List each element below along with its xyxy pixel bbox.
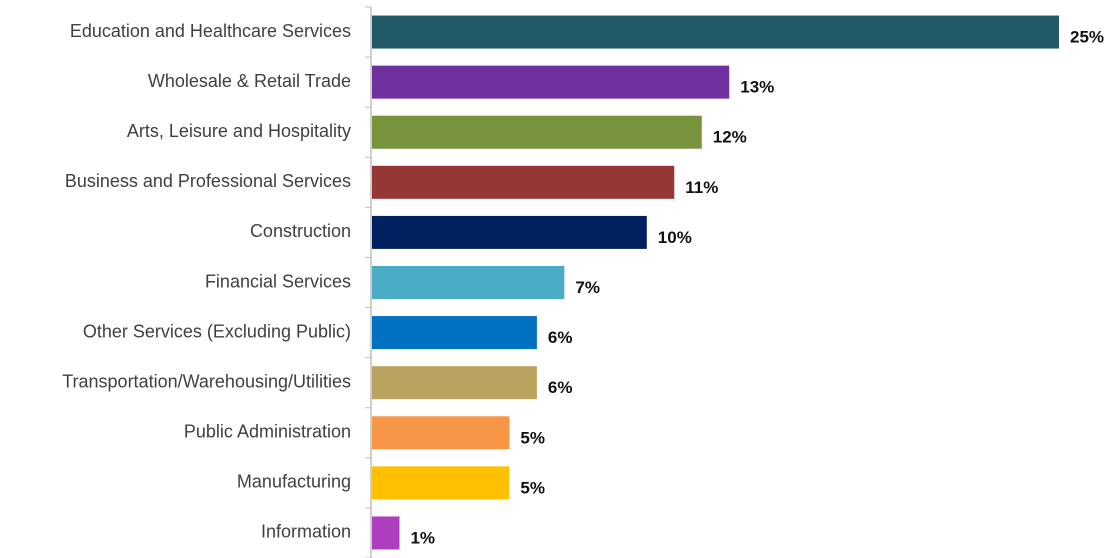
value-label: 1% — [410, 528, 435, 547]
value-label: 5% — [520, 428, 545, 447]
value-label: 11% — [685, 178, 718, 197]
value-label: 7% — [575, 278, 600, 297]
axis-layer — [365, 6, 372, 558]
bar — [372, 416, 510, 450]
bars-layer — [372, 15, 1059, 550]
bar — [372, 316, 537, 350]
bar — [372, 466, 510, 500]
category-label: Construction — [250, 221, 351, 241]
bar — [372, 165, 675, 199]
value-label: 6% — [548, 378, 573, 397]
value-label: 10% — [658, 228, 692, 247]
category-label: Information — [261, 522, 351, 542]
category-labels: Education and Healthcare Services Wholesa… — [62, 21, 351, 542]
value-label: 13% — [740, 78, 774, 97]
value-label: 25% — [1070, 28, 1104, 47]
bar — [372, 366, 537, 400]
value-labels: 25% 13% 12% 11% 10% 7% 6% 6% 5% 5% 1% — [410, 28, 1104, 548]
value-label: 6% — [548, 328, 573, 347]
category-label: Wholesale & Retail Trade — [148, 71, 351, 91]
bar — [372, 15, 1059, 49]
category-label: Other Services (Excluding Public) — [83, 321, 351, 341]
category-label: Education and Healthcare Services — [70, 21, 351, 41]
category-label: Arts, Leisure and Hospitality — [127, 121, 351, 141]
category-label: Manufacturing — [237, 472, 351, 492]
category-label: Business and Professional Services — [65, 171, 351, 191]
category-label: Financial Services — [205, 271, 351, 291]
value-label: 12% — [713, 128, 747, 147]
bar — [372, 115, 702, 149]
value-label: 5% — [520, 478, 545, 497]
category-label: Transportation/Warehousing/Utilities — [62, 371, 351, 391]
bar — [372, 266, 565, 299]
category-label: Public Administration — [184, 422, 351, 442]
bar — [372, 215, 647, 249]
bar — [372, 65, 730, 99]
bar — [372, 516, 400, 550]
